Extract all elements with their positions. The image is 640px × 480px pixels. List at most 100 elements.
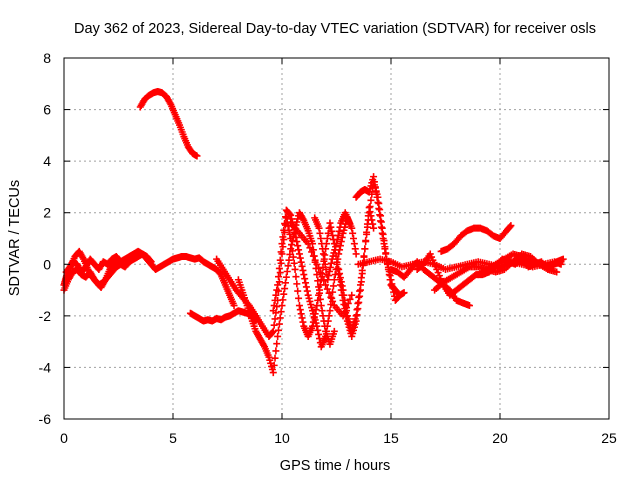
data-point <box>333 240 340 248</box>
data-point <box>295 302 303 310</box>
data-point <box>319 250 327 258</box>
data-point <box>328 227 336 235</box>
data-point <box>361 245 369 253</box>
chart-title: Day 362 of 2023, Sidereal Day-to-day VTE… <box>74 21 596 37</box>
data-point <box>147 258 155 266</box>
x-tick-label: 0 <box>60 430 68 446</box>
data-point <box>315 224 323 232</box>
data-point <box>381 245 389 253</box>
data-point <box>358 266 366 274</box>
data-point <box>336 270 344 278</box>
y-tick-label: -4 <box>39 359 52 375</box>
data-point <box>346 295 354 303</box>
data-point <box>302 283 310 291</box>
data-point <box>366 203 374 211</box>
data-point <box>269 327 277 335</box>
data-point <box>298 262 306 270</box>
data-point <box>385 271 393 279</box>
data-point <box>335 265 343 273</box>
data-point <box>314 277 322 285</box>
data-point <box>315 264 323 272</box>
series-arc-10 <box>311 209 354 284</box>
data-point <box>316 269 324 277</box>
data-point <box>350 240 358 248</box>
data-point <box>291 265 299 273</box>
data-point <box>302 279 310 287</box>
data-point <box>318 273 326 281</box>
data-point <box>327 223 335 231</box>
data-point <box>342 302 350 310</box>
data-point <box>279 296 287 304</box>
data-point <box>294 287 302 295</box>
data-point <box>295 246 303 254</box>
data-point <box>351 245 359 253</box>
data-point <box>338 233 346 241</box>
data-point <box>335 227 343 235</box>
grid <box>64 58 609 419</box>
data-point <box>371 183 379 191</box>
data-point <box>315 289 323 297</box>
x-tick-label: 20 <box>492 430 508 446</box>
y-tick-label: 8 <box>43 50 51 66</box>
data-point <box>370 224 378 232</box>
data-point <box>299 318 307 326</box>
data-point <box>333 260 341 268</box>
data-point <box>327 293 335 301</box>
x-tick-label: 10 <box>274 430 290 446</box>
series-arc-18 <box>431 250 561 294</box>
data-point <box>299 266 307 274</box>
data-point <box>329 288 337 296</box>
data-point <box>370 173 378 181</box>
x-axis-label: GPS time / hours <box>280 458 390 474</box>
data-point <box>270 321 278 329</box>
data-point <box>279 233 287 241</box>
data-point <box>318 307 326 315</box>
data-point <box>337 278 345 286</box>
data-point <box>330 327 338 335</box>
data-point <box>313 322 321 330</box>
data-point <box>350 235 358 242</box>
data-point <box>315 283 323 291</box>
series-arc-03 <box>62 247 122 291</box>
y-tick-label: -6 <box>39 411 52 427</box>
data-point <box>374 198 382 206</box>
data-point <box>288 215 296 223</box>
data-point <box>353 306 361 314</box>
data-point <box>278 240 286 248</box>
data-point <box>306 244 314 252</box>
data-point <box>275 326 283 334</box>
data-point <box>276 256 284 264</box>
data-point <box>337 238 345 246</box>
data-point <box>292 273 300 281</box>
data-point <box>365 209 373 217</box>
data-point <box>274 332 282 340</box>
data-point <box>348 224 356 232</box>
data-point <box>386 276 394 284</box>
data-point <box>336 223 344 231</box>
data-point <box>559 255 567 263</box>
x-tick-label: 25 <box>601 430 617 446</box>
data-point <box>280 290 288 298</box>
data-point <box>336 242 344 250</box>
data-point <box>294 242 302 250</box>
data-point <box>349 229 357 237</box>
data-point <box>230 302 238 310</box>
data-point <box>356 287 364 295</box>
data-point <box>325 312 333 320</box>
data-point <box>329 297 337 305</box>
data-point <box>284 262 292 270</box>
data-point <box>271 296 279 304</box>
data-point <box>377 223 385 231</box>
data-point <box>316 229 324 237</box>
data-point <box>329 282 337 290</box>
data-point <box>323 322 331 330</box>
y-tick-label: 0 <box>43 256 51 272</box>
data-point <box>283 268 291 276</box>
data-point <box>322 281 330 289</box>
data-point <box>382 250 390 258</box>
data-point <box>286 210 294 218</box>
data-point <box>322 327 330 335</box>
data-point <box>281 285 289 293</box>
data-point <box>372 188 380 196</box>
